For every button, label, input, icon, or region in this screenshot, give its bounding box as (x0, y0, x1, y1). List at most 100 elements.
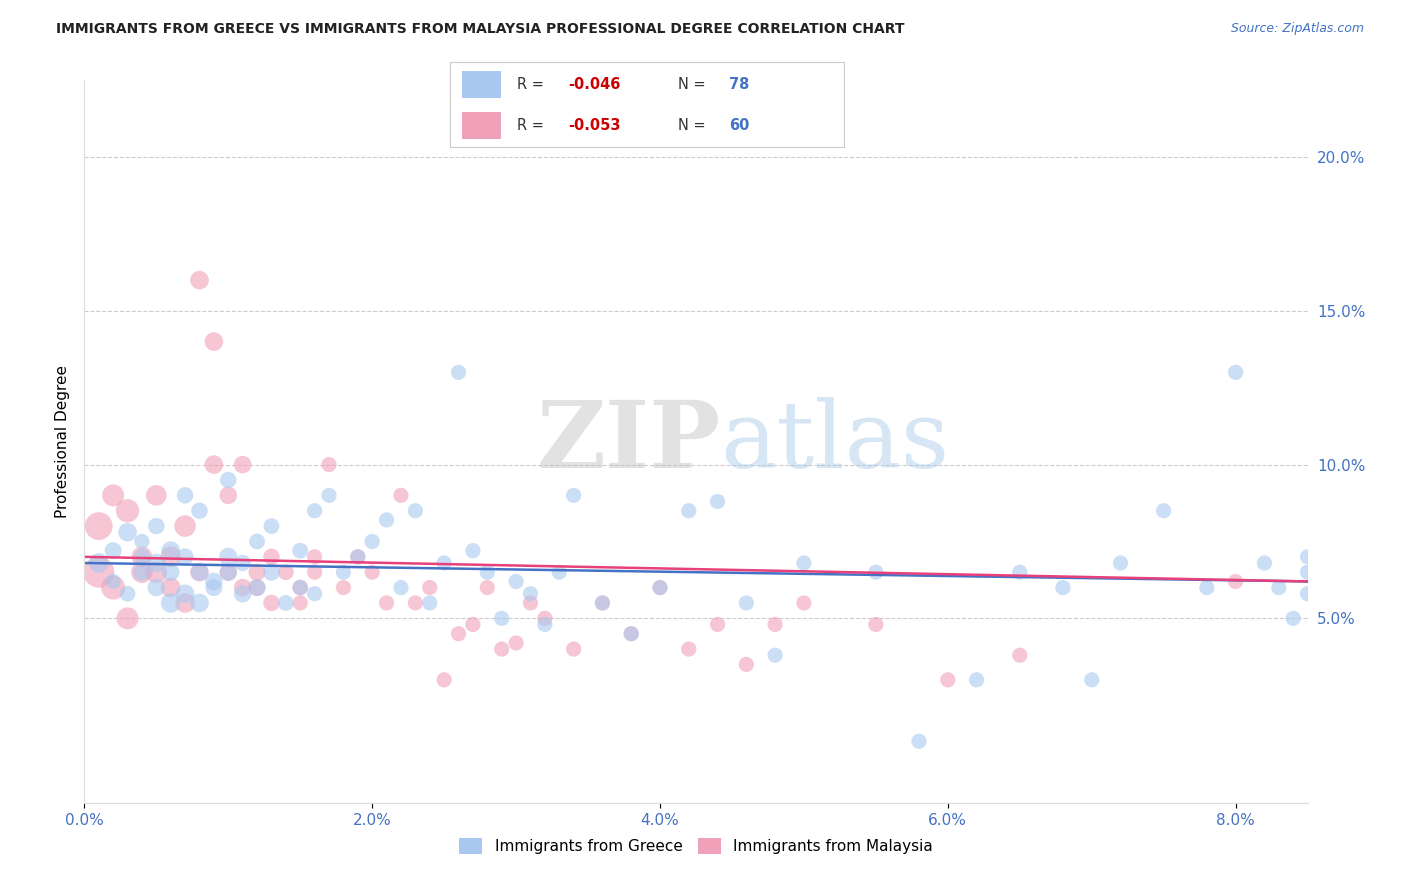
Point (491, 611, 513, 625)
Point (131, 549, 153, 564)
Point (145, 565, 167, 579)
Point (246, 534, 269, 549)
Point (389, 581, 412, 595)
Point (648, 581, 671, 595)
Point (706, 617, 728, 632)
Legend: Immigrants from Greece, Immigrants from Malaysia: Immigrants from Greece, Immigrants from … (453, 832, 939, 860)
Point (188, 504, 211, 518)
Point (159, 549, 181, 564)
Point (1080, 673, 1102, 687)
Point (217, 488, 239, 502)
Text: R =: R = (517, 77, 548, 92)
Point (145, 519, 167, 533)
Point (477, 565, 499, 579)
Point (361, 565, 384, 579)
Point (519, 596, 541, 610)
Point (389, 488, 412, 502)
Point (375, 596, 398, 610)
Point (419, 581, 441, 595)
Point (620, 626, 643, 640)
Point (505, 636, 527, 650)
Point (562, 488, 585, 502)
Point (477, 581, 499, 595)
Point (763, 617, 786, 632)
Point (290, 581, 312, 595)
Point (246, 565, 269, 579)
Point (865, 617, 887, 632)
Point (117, 611, 139, 625)
Point (620, 626, 643, 640)
Point (562, 642, 585, 657)
Point (202, 574, 225, 589)
Point (174, 488, 197, 502)
Point (232, 587, 254, 601)
Point (447, 626, 470, 640)
Point (304, 504, 326, 518)
Point (159, 581, 181, 595)
Point (534, 611, 557, 625)
Point (1296, 565, 1319, 579)
Point (865, 565, 887, 579)
Point (145, 488, 167, 502)
Point (217, 473, 239, 487)
Point (87, 519, 110, 533)
Point (101, 574, 124, 589)
Text: 60: 60 (730, 118, 749, 133)
Point (318, 458, 340, 472)
Point (1008, 565, 1031, 579)
Point (1296, 587, 1319, 601)
Text: 78: 78 (730, 77, 749, 92)
Point (648, 581, 671, 595)
Point (1109, 556, 1132, 570)
Point (174, 596, 197, 610)
Point (131, 565, 153, 579)
Point (1225, 365, 1247, 379)
Point (1268, 581, 1291, 595)
Point (1225, 574, 1247, 589)
Point (346, 549, 368, 564)
Point (101, 581, 124, 595)
Point (304, 565, 326, 579)
Point (908, 734, 931, 748)
Point (188, 565, 211, 579)
Point (232, 556, 254, 570)
Point (174, 519, 197, 533)
Point (159, 543, 181, 558)
Point (548, 565, 571, 579)
Point (217, 549, 239, 564)
Point (375, 513, 398, 527)
Point (290, 596, 312, 610)
Point (936, 673, 959, 687)
Point (419, 596, 441, 610)
Point (188, 596, 211, 610)
Point (706, 494, 728, 508)
Point (404, 504, 426, 518)
Point (246, 581, 269, 595)
Point (290, 543, 312, 558)
Point (101, 488, 124, 502)
Text: N =: N = (678, 77, 710, 92)
Point (1052, 581, 1074, 595)
Point (290, 581, 312, 595)
Point (217, 565, 239, 579)
Point (735, 596, 758, 610)
Point (174, 549, 197, 564)
Point (318, 488, 340, 502)
Point (260, 519, 283, 533)
Point (145, 581, 167, 595)
Point (131, 534, 153, 549)
Point (793, 556, 815, 570)
Point (202, 581, 225, 595)
Point (1253, 556, 1275, 570)
Text: -0.046: -0.046 (568, 77, 620, 92)
Text: atlas: atlas (720, 397, 949, 486)
Point (232, 458, 254, 472)
Point (534, 617, 557, 632)
Point (505, 574, 527, 589)
FancyBboxPatch shape (461, 112, 501, 139)
Point (87, 556, 110, 570)
Point (591, 596, 613, 610)
Point (202, 458, 225, 472)
Point (332, 581, 354, 595)
Point (491, 642, 513, 657)
